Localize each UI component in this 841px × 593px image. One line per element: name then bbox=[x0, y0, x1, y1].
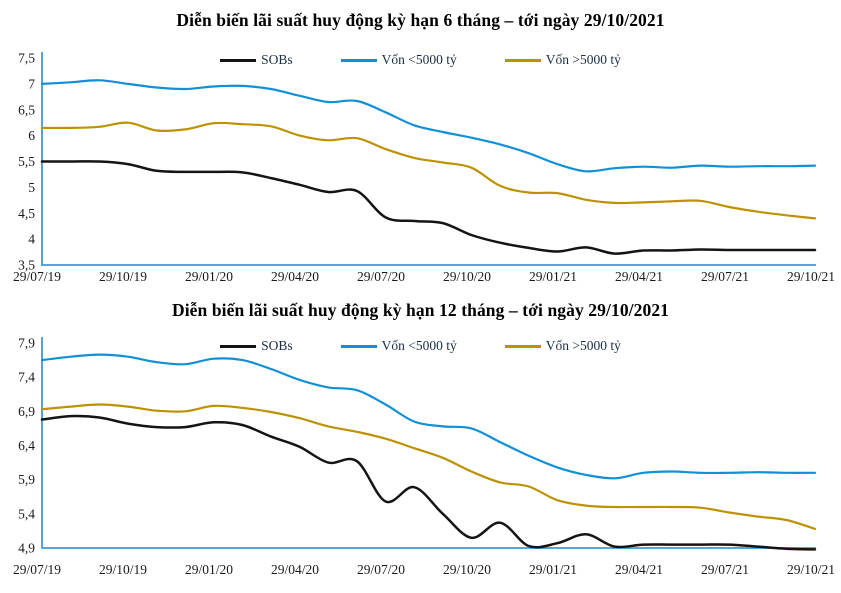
x-tick-label: 29/07/20 bbox=[357, 269, 405, 284]
x-tick-label: 29/10/19 bbox=[99, 269, 147, 284]
y-tick-label: 6,9 bbox=[18, 404, 35, 419]
y-tick-label: 4 bbox=[28, 232, 35, 247]
chart-12-month-section: Diễn biến lãi suất huy động kỳ hạn 12 th… bbox=[0, 298, 841, 579]
chart-6m-title: Diễn biến lãi suất huy động kỳ hạn 6 thá… bbox=[176, 10, 665, 30]
x-tick-label: 29/07/21 bbox=[701, 562, 749, 577]
x-tick-label: 29/07/19 bbox=[13, 562, 61, 577]
y-tick-label: 6,5 bbox=[18, 102, 35, 117]
chart-6m-body: SOBs Vốn <5000 tỷ Vốn >5000 tỷ 7,5 7 6,5 6 5… bbox=[0, 36, 841, 286]
y-tick-label: 6,4 bbox=[18, 438, 35, 453]
series-line-sobs bbox=[40, 414, 817, 551]
chart-12m-body: SOBs Vốn <5000 tỷ Vốn >5000 tỷ 7,9 7,4 6,9… bbox=[0, 324, 841, 579]
x-tick-label: 29/10/20 bbox=[443, 562, 491, 577]
x-tick-label: 29/04/21 bbox=[615, 562, 663, 577]
series-line-v-n-5000-t bbox=[40, 79, 817, 173]
y-tick-label: 6 bbox=[28, 128, 35, 143]
y-tick-label: 5 bbox=[28, 180, 35, 195]
x-tick-label: 29/01/21 bbox=[529, 269, 577, 284]
x-tick-label: 29/01/20 bbox=[185, 269, 233, 284]
x-tick-label: 29/01/21 bbox=[529, 562, 577, 577]
series-line-sobs bbox=[40, 160, 817, 255]
y-tick-label: 7,9 bbox=[18, 336, 35, 351]
x-tick-label: 29/10/21 bbox=[787, 269, 835, 284]
axis-lines bbox=[41, 52, 816, 266]
y-tick-label: 5,4 bbox=[18, 506, 35, 521]
x-tick-label: 29/04/21 bbox=[615, 269, 663, 284]
chart-12m-plot: 7,9 7,4 6,9 6,4 5,9 5,4 4,9 29/07/19 29/10/19 29/… bbox=[13, 336, 835, 578]
series-line-v-n-5000-t bbox=[40, 403, 817, 530]
y-tick-label: 7 bbox=[28, 76, 35, 91]
x-tick-label: 29/07/19 bbox=[13, 269, 61, 284]
x-tick-label: 29/10/20 bbox=[443, 269, 491, 284]
x-tick-label: 29/10/21 bbox=[787, 562, 835, 577]
x-tick-label: 29/01/20 bbox=[185, 562, 233, 577]
series-line-v-n-5000-t bbox=[40, 121, 817, 220]
y-tick-label: 7,4 bbox=[18, 370, 35, 385]
y-tick-label: 7,5 bbox=[18, 51, 35, 66]
x-tick-label: 29/10/19 bbox=[99, 562, 147, 577]
x-tick-label: 29/07/21 bbox=[701, 269, 749, 284]
y-tick-label: 3,5 bbox=[18, 258, 35, 273]
y-tick-label: 5,9 bbox=[18, 472, 35, 487]
x-tick-label: 29/04/20 bbox=[271, 562, 319, 577]
x-tick-label: 29/04/20 bbox=[271, 269, 319, 284]
series-line-v-n-5000-t bbox=[40, 353, 817, 480]
y-tick-label: 5,5 bbox=[18, 154, 35, 169]
y-tick-label: 4,9 bbox=[18, 541, 35, 556]
chart-6m-plot: 7,5 7 6,5 6 5,5 5 4,5 4 3,529/07/19 29/10/19 29/01… bbox=[13, 51, 835, 285]
y-tick-label: 4,5 bbox=[18, 206, 35, 221]
chart-6-month-section: Diễn biến lãi suất huy động kỳ hạn 6 thá… bbox=[0, 8, 841, 286]
chart-12m-title: Diễn biến lãi suất huy động kỳ hạn 12 th… bbox=[171, 300, 670, 320]
x-tick-label: 29/07/20 bbox=[357, 562, 405, 577]
axis-lines bbox=[41, 337, 816, 549]
